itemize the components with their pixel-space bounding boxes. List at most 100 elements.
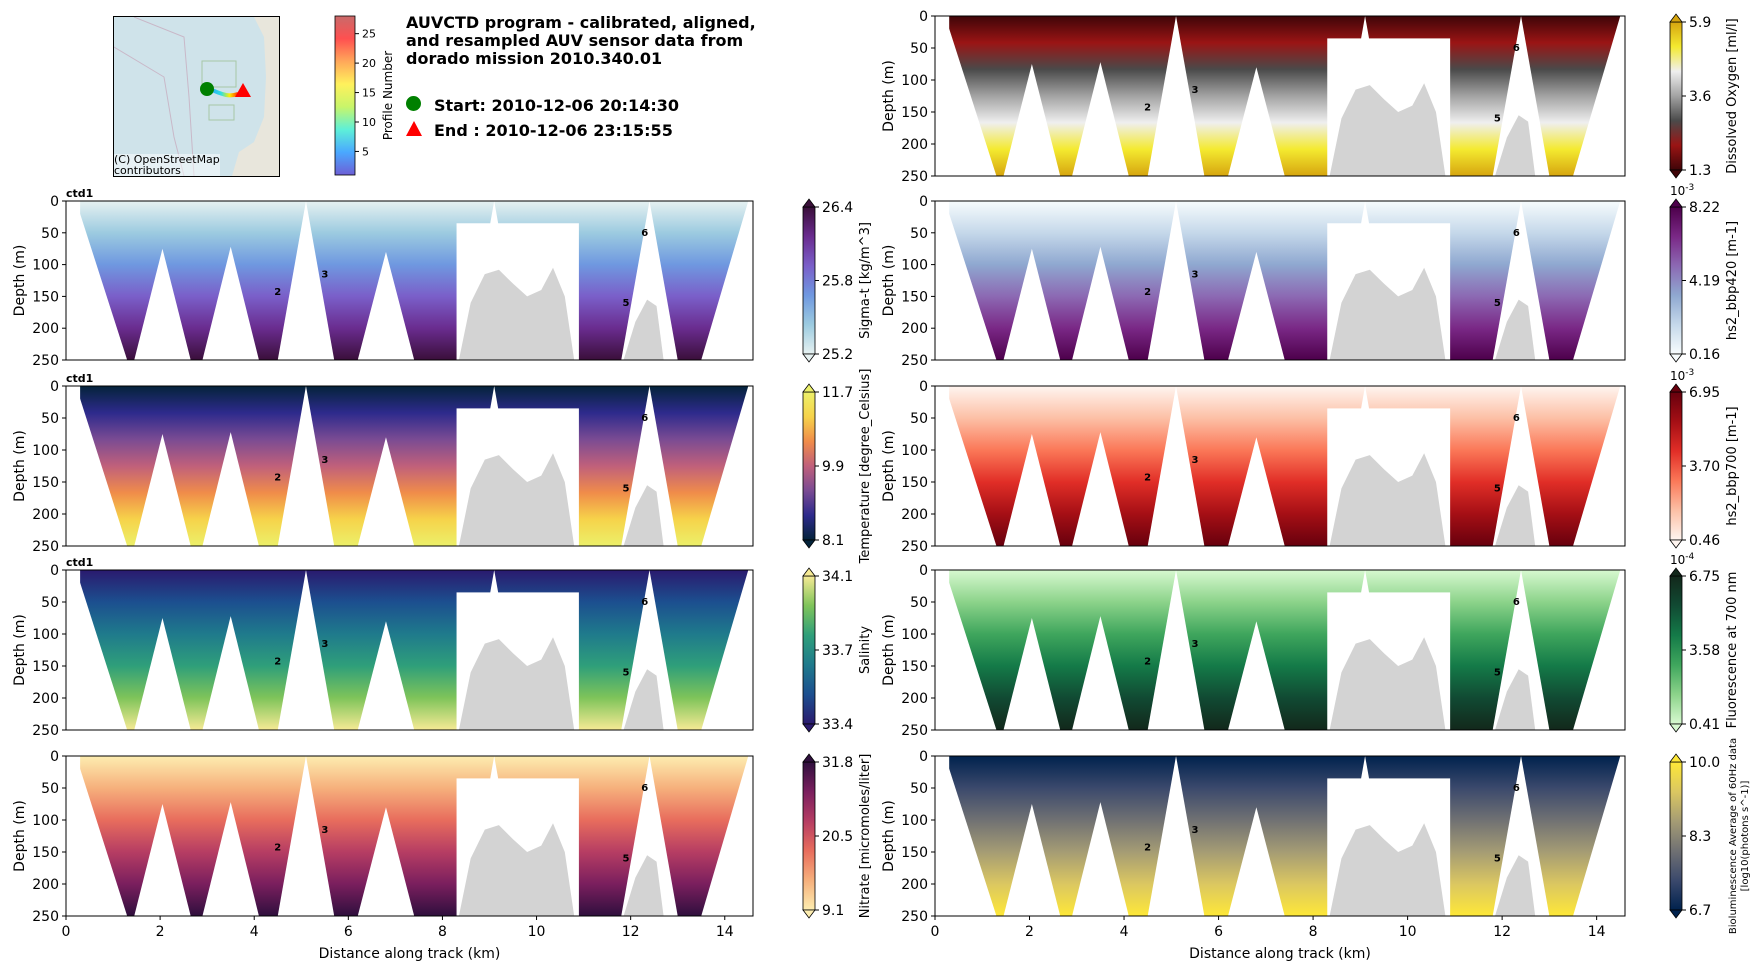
no-data-gap: [935, 213, 997, 360]
no-data-gap: [701, 570, 753, 730]
y-tick-label: 0: [50, 563, 59, 579]
map-attribution: (C) OpenStreetMap contributors: [114, 153, 220, 177]
panel-subtitle: ctd1: [66, 556, 93, 569]
y-tick-label: 100: [901, 813, 928, 829]
no-data-gap: [357, 621, 415, 730]
y-tick-label: 0: [919, 749, 928, 765]
bathymetry: [458, 823, 575, 916]
y-tick-label: 250: [901, 169, 928, 185]
colorbar-tick-label: 25.8: [822, 274, 853, 290]
colorbar-tick-label: 33.4: [822, 717, 853, 733]
panel-subtitle: ctd1: [66, 187, 93, 200]
profile-number-label: 5: [622, 484, 629, 495]
chart-panel-left-3: 0 50 100 150 200 250 Depth (m) ctd1 2 3 5 6 33.4 33.7…: [12, 556, 873, 739]
y-axis-label: Depth (m): [881, 430, 897, 502]
y-tick-label: 250: [32, 539, 59, 555]
x-tick-label: 0: [62, 924, 71, 940]
colorbar-tick-label: 9.1: [822, 903, 844, 919]
y-tick-label: 100: [901, 627, 928, 643]
profile-number-label: 2: [1144, 473, 1151, 484]
bathymetry: [623, 855, 664, 916]
colorbar: [1669, 21, 1683, 171]
no-data-gap: [1492, 16, 1550, 176]
no-data-gap: [1147, 386, 1205, 546]
y-tick-label: 200: [32, 507, 59, 523]
colorbar-extend-min: [802, 909, 816, 919]
colorbar-extend-min: [1669, 169, 1683, 179]
y-tick-label: 100: [901, 443, 928, 459]
colorbar-tick-label: 25: [362, 28, 376, 41]
x-tick-label: 4: [1120, 924, 1129, 940]
exponent-power: -3: [1685, 368, 1694, 378]
colorbar-extend-max: [802, 383, 816, 393]
y-tick-label: 100: [901, 73, 928, 89]
y-tick-label: 200: [901, 691, 928, 707]
colorbar-tick-label: 15: [362, 87, 376, 100]
profile-number-label: 5: [622, 854, 629, 865]
profile-number-label: 5: [1494, 668, 1501, 679]
no-data-gap: [1573, 386, 1625, 546]
no-data-gap: [277, 570, 335, 730]
colorbar-tick-label: 31.8: [822, 755, 853, 771]
no-data-gap: [621, 570, 678, 730]
profile-number-label: 2: [274, 473, 281, 484]
colorbar-tick-label: 11.7: [822, 385, 853, 401]
colorbar-label: hs2_bbp420 [m-1]: [1725, 221, 1740, 340]
y-tick-label: 250: [32, 909, 59, 925]
profile-number-label: 2: [1144, 843, 1151, 854]
no-data-gap: [935, 398, 997, 546]
x-tick-label: 12: [622, 924, 640, 940]
colorbar-tick-label: 26.4: [822, 200, 853, 216]
x-tick-label: 4: [250, 924, 259, 940]
end-marker: [235, 83, 251, 97]
bathymetry: [1329, 83, 1446, 176]
y-tick-label: 0: [919, 194, 928, 210]
colorbar-tick-label: 8.22: [1689, 200, 1720, 216]
no-data-gap: [1492, 201, 1550, 360]
colorbar-exponent: 10-3: [1670, 368, 1694, 383]
chart-panel-right-4: 0 50 100 150 200 250 Depth (m) 0 2 4 6 8 10 12 14 Dista…: [881, 738, 1750, 962]
end-label: End : 2010-12-06 23:15:55: [434, 121, 673, 140]
colorbar-extend-max: [802, 567, 816, 577]
no-data-gap: [701, 756, 753, 916]
chart-panel-right-0: 0 50 100 150 200 250 Depth (m) 2 3 5 6 1.3 3.6 5.9 Dis…: [881, 9, 1740, 185]
y-tick-label: 150: [901, 659, 928, 675]
colorbar-tick-label: 6.75: [1689, 569, 1720, 585]
bathymetry: [623, 485, 664, 546]
bathymetry: [1329, 823, 1446, 916]
no-data-gap: [1072, 62, 1129, 176]
y-tick-label: 100: [32, 443, 59, 459]
no-data-gap: [1072, 802, 1129, 916]
colorbar-extend-max: [1669, 753, 1683, 763]
no-data-gap: [1492, 570, 1550, 730]
no-data-gap: [202, 432, 259, 546]
y-tick-label: 0: [919, 563, 928, 579]
y-tick-label: 200: [32, 877, 59, 893]
colorbar-exponent: 10-3: [1670, 183, 1694, 198]
y-tick-label: 200: [901, 321, 928, 337]
no-data-gap: [1573, 16, 1625, 176]
colorbar-tick-label: 4.19: [1689, 274, 1720, 290]
colorbar-extend-min: [802, 539, 816, 549]
y-tick-label: 250: [32, 723, 59, 739]
start-circle-icon: [406, 96, 421, 111]
y-tick-label: 0: [50, 749, 59, 765]
bathymetry: [1495, 855, 1536, 916]
profile-number-label: 2: [1144, 287, 1151, 298]
profile-number-label: 3: [321, 639, 328, 650]
colorbar-label: Bioluminescence Average of 60Hz data: [1728, 738, 1739, 934]
no-data-gap: [935, 28, 997, 176]
y-tick-label: 200: [901, 877, 928, 893]
no-data-gap: [1573, 756, 1625, 916]
no-data-gap: [1573, 201, 1625, 360]
no-data-gap: [1228, 67, 1285, 176]
no-data-gap: [134, 248, 191, 360]
no-data-gap: [1072, 246, 1129, 360]
colorbar-tick-label: 25.2: [822, 347, 853, 363]
profile-number-label: 5: [1494, 484, 1501, 495]
y-tick-label: 0: [50, 194, 59, 210]
no-data-gap: [202, 246, 259, 360]
y-tick-label: 150: [901, 845, 928, 861]
y-axis-label: Depth (m): [881, 800, 897, 872]
